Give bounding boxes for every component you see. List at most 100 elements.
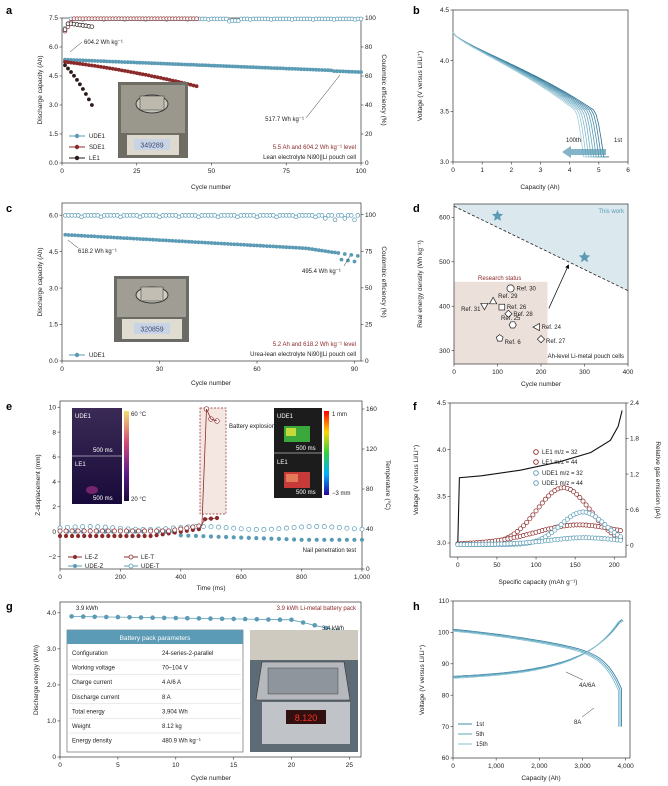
cap-point-ude1 — [258, 243, 263, 248]
cap-point-ude1 — [287, 245, 292, 250]
cap-point-ude1 — [349, 253, 354, 257]
panel-d-ylabel: Real energy density (Wh kg⁻¹) — [417, 240, 424, 328]
cap-point-ude1 — [308, 67, 313, 72]
energy-point — [324, 625, 329, 631]
y2-tick-label: 2.4 — [630, 400, 639, 407]
x-tick-label: 200 — [115, 574, 126, 581]
ce-point-le1 — [89, 24, 95, 29]
cap-point-sde1 — [69, 60, 73, 65]
panel-c-ylabel: Discharge capacity (Ah) — [37, 248, 44, 317]
cap-point-ude1 — [329, 250, 334, 255]
discharge-curve — [452, 628, 622, 727]
energy-point — [312, 623, 318, 628]
cap-point-ude1 — [281, 245, 285, 249]
cap-point-ude1 — [342, 252, 347, 256]
cap-point-sde1 — [72, 61, 76, 65]
y-tick-label: 4.0 — [437, 447, 446, 454]
energy-point — [208, 616, 213, 621]
panel-e-explosion-box — [199, 407, 227, 515]
panel-e-colorbar-disp — [324, 411, 329, 495]
cap-point-ude1 — [347, 69, 351, 74]
legend-label-ude1-44: UDE1 m/z = 44 — [542, 481, 584, 487]
cap-point-ude1 — [281, 66, 286, 71]
cap-point-ude1 — [297, 246, 302, 250]
cap-point-ude1 — [221, 64, 226, 68]
le-t-line — [201, 408, 218, 527]
panel-f-xlabel: Specific capacity (mAh g⁻¹) — [499, 579, 578, 586]
table-cell-param: Weight — [72, 724, 91, 730]
cap-point-ude1 — [73, 233, 77, 238]
cap-point-ude1 — [197, 63, 202, 67]
cap-point-ude1 — [227, 64, 232, 69]
le-z-point — [88, 533, 93, 539]
panel-e-label: e — [6, 401, 12, 413]
cap-point-ude1 — [164, 61, 169, 66]
x-tick-label: 200 — [536, 369, 547, 376]
panel-e-ticks: 0 200 400 600 800 1,000 −2 0 2 4 6 8 10 0 40 80 120 160 — [49, 404, 378, 581]
panel-g-xlabel: Cycle number — [191, 775, 232, 782]
cap-point-ude1 — [277, 244, 282, 249]
ude-t-point — [223, 525, 229, 531]
x-tick-label: 50 — [208, 168, 216, 175]
cap-point-sde1 — [87, 63, 91, 67]
panel-d-annotation-thiswork: This work — [598, 209, 625, 215]
ce-point-ude1 — [352, 217, 357, 223]
cap-point-ude1 — [134, 60, 139, 65]
y-tick-label: 10 — [49, 404, 57, 411]
y2-tick-label: 75 — [365, 248, 373, 255]
y2-tick-label: 40 — [365, 102, 373, 109]
y2-tick-label: 0 — [365, 160, 369, 167]
cap-point-ude1 — [266, 65, 271, 70]
y-tick-label: 3.0 — [437, 540, 446, 547]
cap-point-ude1 — [284, 66, 289, 71]
cap-point-sde1 — [152, 74, 157, 79]
cap-point-ude1 — [336, 251, 341, 255]
table-cell-param: Working voltage — [72, 666, 116, 672]
cap-point-ude1 — [293, 67, 298, 71]
y-tick-label: 6.0 — [49, 212, 58, 219]
cap-point-sde1 — [131, 70, 136, 75]
panel-b-label-1st: 1st — [614, 138, 622, 144]
ude-t-point — [102, 524, 108, 530]
y2-tick-label: 0 — [366, 566, 370, 573]
ude-z-point — [178, 533, 183, 538]
panel-e-inset-time1: 500 ms — [93, 448, 113, 454]
ce-point-ude1 — [339, 213, 344, 218]
cap-point-ude1 — [296, 67, 301, 71]
ref-label: Ref. 31 — [461, 307, 481, 313]
le1-44-point — [577, 495, 583, 500]
cap-point-ude1 — [316, 248, 321, 253]
le-z-point — [154, 533, 159, 538]
panel-f: f Voltage (V versus Li/Li⁺) Relative gas… — [413, 400, 661, 586]
le-z-point — [118, 533, 123, 539]
cap-point-ude1 — [151, 237, 155, 242]
table-cell-param: Energy density — [72, 739, 112, 745]
le-z-point — [160, 532, 165, 537]
cap-point-ude1 — [99, 59, 103, 63]
cap-point-sde1 — [66, 60, 70, 65]
table-rows: Configuration 24-series-2-parallel Working… — [69, 651, 241, 745]
cap-point-sde1 — [75, 61, 79, 66]
ude-z-point — [292, 537, 297, 542]
cap-point-ude1 — [180, 239, 185, 244]
le-z-point — [57, 533, 63, 539]
energy-point — [138, 615, 144, 620]
le1-44-point — [533, 508, 539, 514]
legend-marker-ude1 — [74, 133, 80, 139]
cap-point-ude1 — [307, 246, 311, 251]
panel-c-annotation-cell: Urea-lean electrolyte Ni90||Li pouch cel… — [250, 352, 356, 358]
table-title: Battery pack parameters — [120, 635, 192, 642]
cap-point-ude1 — [314, 67, 318, 72]
ude1-44-point — [599, 519, 605, 525]
ude-t-point — [246, 526, 252, 532]
cap-point-ude1 — [78, 58, 82, 63]
y-tick-label: 0.0 — [49, 358, 58, 365]
cap-point-ude1 — [185, 62, 190, 67]
cap-point-ude1 — [190, 240, 194, 244]
ce-point-le1 — [62, 27, 68, 32]
y-tick-label: 4.5 — [440, 7, 449, 14]
cap-point-ude1 — [300, 246, 305, 251]
le1-44-point — [586, 506, 592, 512]
legend-label-udet: UDE-T — [141, 564, 160, 570]
cap-point-ude1 — [261, 244, 266, 248]
